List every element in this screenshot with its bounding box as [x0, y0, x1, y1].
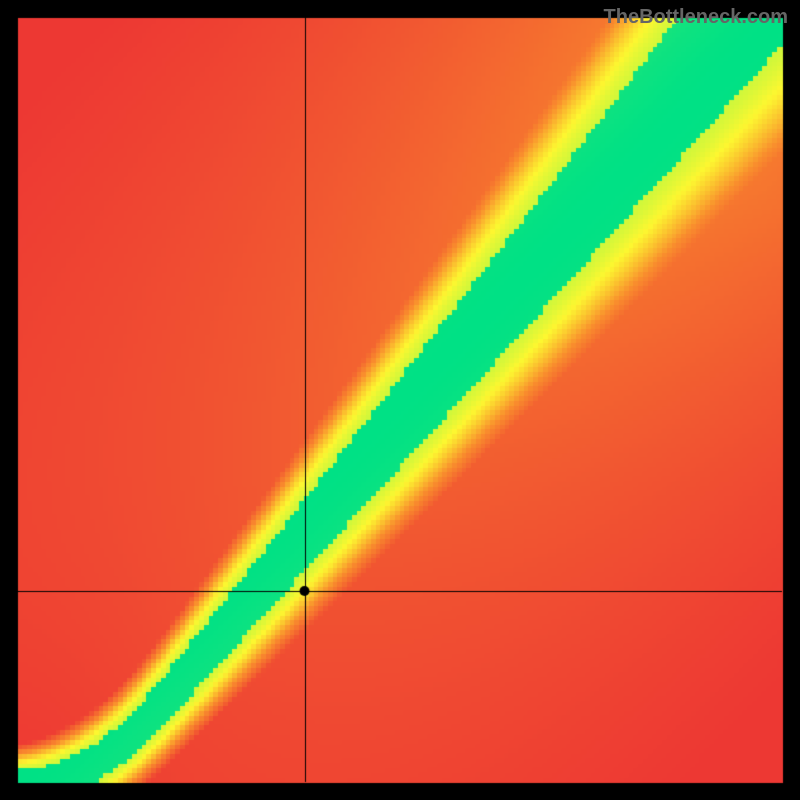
watermark-text: TheBottleneck.com [604, 6, 788, 29]
chart-container: TheBottleneck.com [0, 0, 800, 800]
heatmap-canvas [0, 0, 800, 800]
